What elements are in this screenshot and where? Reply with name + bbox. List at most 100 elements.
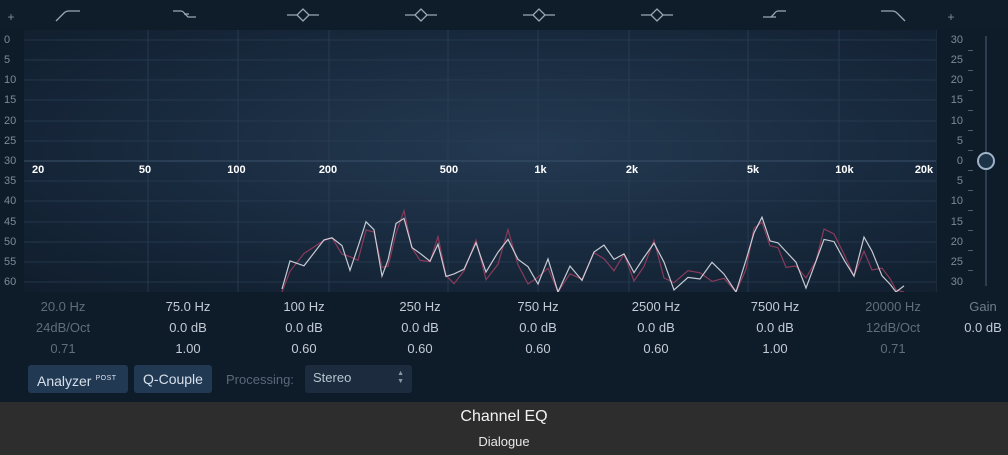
scale-tick: 60 [4, 276, 17, 288]
band-q[interactable]: 0.71 [50, 341, 76, 356]
master-gain-label: Gain [969, 299, 997, 314]
gain-tick: 10 [950, 115, 963, 127]
gain-tick: 30 [950, 34, 963, 46]
plus-icon-right[interactable]: + [947, 10, 955, 24]
band-2-params[interactable]: 75.0 Hz 0.0 dB 1.00 [138, 296, 238, 359]
eq-graph[interactable]: 20 50 100 200 500 1k 2k 5k 10k 20k [24, 30, 937, 292]
band-q[interactable]: 1.00 [762, 341, 788, 356]
scale-tick: 10 [4, 74, 17, 86]
master-gain[interactable]: Gain 0.0 dB [958, 296, 1008, 338]
processing-select[interactable]: Stereo ▲ ▼ [305, 365, 412, 393]
band-gain[interactable]: 24dB/Oct [35, 320, 91, 335]
band-frequency[interactable]: 100 Hz [283, 299, 325, 314]
analyzer-trace-red [281, 208, 905, 292]
scale-tick: 0 [4, 34, 11, 46]
band-gain[interactable]: 12dB/Oct [865, 320, 921, 335]
gain-slider-knob[interactable] [977, 152, 995, 170]
scale-tick: 20 [4, 115, 17, 127]
eq-panel: + + 0 5 10 15 20 25 30 [0, 0, 1008, 395]
gain-tick: 30 [950, 276, 963, 288]
preset-name[interactable]: Dialogue [478, 434, 530, 449]
high-shelf-icon[interactable] [755, 4, 795, 26]
band-frequency[interactable]: 750 Hz [517, 299, 559, 314]
processing-value: Stereo [313, 370, 352, 385]
band-frequency[interactable]: 20000 Hz [865, 299, 921, 314]
scale-tick: 40 [4, 195, 17, 207]
band-gain[interactable]: 0.0 dB [169, 320, 207, 335]
gain-scale: 30 25 20 15 10 5 0 5 10 15 20 25 30 [938, 30, 1008, 292]
band-3-params[interactable]: 100 Hz 0.0 dB 0.60 [254, 296, 354, 359]
gain-tick: 15 [950, 216, 963, 228]
eq-graph-canvas: 20 50 100 200 500 1k 2k 5k 10k 20k [24, 30, 936, 292]
scale-tick: 45 [4, 216, 17, 228]
band-q[interactable]: 1.00 [175, 341, 201, 356]
band-6-params[interactable]: 2500 Hz 0.0 dB 0.60 [606, 296, 706, 359]
analyzer-db-scale: 0 5 10 15 20 25 30 35 40 45 50 55 60 [0, 30, 22, 292]
high-cut-icon[interactable] [873, 4, 913, 26]
freq-axis-label: 1k [534, 164, 547, 176]
gain-tick: 5 [956, 135, 963, 147]
band-gain[interactable]: 0.0 dB [519, 320, 557, 335]
plus-icon-left[interactable]: + [7, 10, 15, 24]
band-type-row: + + [0, 0, 1008, 30]
master-gain-value[interactable]: 0.0 dB [964, 320, 1002, 335]
gain-tick: 25 [950, 256, 963, 268]
select-arrows-icon: ▲ ▼ [397, 370, 404, 385]
bell-icon[interactable] [637, 4, 677, 26]
band-q[interactable]: 0.71 [880, 341, 906, 356]
band-1-params[interactable]: 20.0 Hz 24dB/Oct 0.71 [13, 296, 113, 359]
band-parameters: 20.0 Hz 24dB/Oct 0.71 75.0 Hz 0.0 dB 1.0… [0, 296, 1008, 360]
band-gain[interactable]: 0.0 dB [756, 320, 794, 335]
scale-tick: 35 [4, 175, 17, 187]
band-5-params[interactable]: 750 Hz 0.0 dB 0.60 [488, 296, 588, 359]
plugin-title: Channel EQ [460, 408, 548, 425]
bell-icon[interactable] [519, 4, 559, 26]
bottom-controls: Analyzer POST Q-Couple Processing: Stereo… [0, 365, 1008, 395]
band-frequency[interactable]: 250 Hz [399, 299, 441, 314]
gain-tick: 15 [950, 94, 963, 106]
band-q[interactable]: 0.60 [525, 341, 551, 356]
gain-tick: 5 [956, 175, 963, 187]
low-cut-icon[interactable] [48, 4, 88, 26]
q-couple-button[interactable]: Q-Couple [134, 365, 212, 393]
band-frequency[interactable]: 7500 Hz [750, 299, 800, 314]
band-frequency[interactable]: 20.0 Hz [40, 299, 86, 314]
freq-axis-label: 2k [626, 164, 639, 176]
gain-tick: 10 [950, 195, 963, 207]
analyzer-curve-red [281, 208, 905, 292]
freq-axis-label: 500 [440, 164, 458, 176]
analyzer-label: Analyzer [37, 372, 92, 389]
gain-tick: 25 [950, 54, 963, 66]
scale-tick: 50 [4, 236, 17, 248]
band-7-params[interactable]: 7500 Hz 0.0 dB 1.00 [725, 296, 825, 359]
band-8-params[interactable]: 20000 Hz 12dB/Oct 0.71 [843, 296, 943, 359]
band-q[interactable]: 0.60 [407, 341, 433, 356]
gain-tick: 0 [956, 155, 963, 167]
bell-icon[interactable] [401, 4, 441, 26]
band-q[interactable]: 0.60 [291, 341, 317, 356]
low-shelf-icon[interactable] [165, 4, 205, 26]
freq-axis-label: 20k [915, 164, 934, 176]
band-gain[interactable]: 0.0 dB [285, 320, 323, 335]
freq-axis-label: 200 [319, 164, 337, 176]
analyzer-trace-white [281, 215, 905, 292]
scale-tick: 30 [4, 155, 17, 167]
gain-tick: 20 [950, 74, 963, 86]
band-4-params[interactable]: 250 Hz 0.0 dB 0.60 [370, 296, 470, 359]
band-q[interactable]: 0.60 [643, 341, 669, 356]
freq-axis-label: 50 [139, 164, 151, 176]
band-gain[interactable]: 0.0 dB [401, 320, 439, 335]
scale-tick: 5 [4, 54, 11, 66]
analyzer-post-badge: POST [95, 375, 117, 382]
scale-tick: 25 [4, 135, 17, 147]
processing-label: Processing: [226, 372, 294, 387]
band-frequency[interactable]: 75.0 Hz [165, 299, 211, 314]
analyzer-curve-white [281, 215, 905, 292]
bell-icon[interactable] [283, 4, 323, 26]
band-frequency[interactable]: 2500 Hz [631, 299, 681, 314]
analyzer-button[interactable]: Analyzer POST [28, 365, 128, 393]
freq-axis-label: 10k [835, 164, 854, 176]
plugin-footer: Channel EQ Dialogue [0, 402, 1008, 455]
band-gain[interactable]: 0.0 dB [637, 320, 675, 335]
scale-tick: 15 [4, 94, 17, 106]
